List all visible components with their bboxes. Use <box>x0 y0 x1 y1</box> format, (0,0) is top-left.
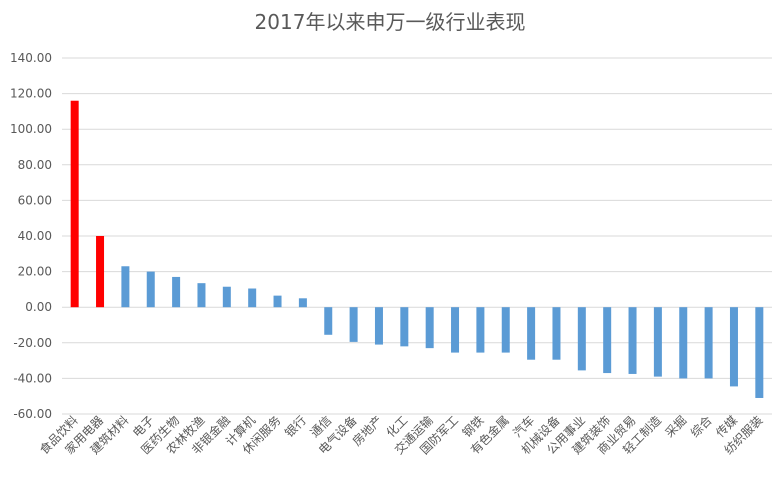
bar-25 <box>679 307 688 379</box>
y-tick-label: 40.00 <box>18 229 52 243</box>
y-axis-ticks: 140.00 120.00 100.00 80.00 60.00 40.00 20.00 0.… <box>10 51 52 421</box>
bar-27 <box>729 307 738 387</box>
bar-18 <box>501 307 510 353</box>
bar-12 <box>349 307 358 342</box>
bar-24 <box>653 307 662 377</box>
y-tick-label: 60.00 <box>18 193 52 207</box>
bar-5 <box>172 276 181 308</box>
bar-4 <box>146 271 155 308</box>
bar-17 <box>476 307 485 353</box>
bar-9 <box>273 295 282 308</box>
x-tick-label: 综合 <box>687 413 715 441</box>
bar-23 <box>628 307 637 374</box>
bar-15 <box>425 307 434 349</box>
bar-14 <box>400 307 409 347</box>
bar-7 <box>222 286 231 308</box>
bar-16 <box>451 307 460 353</box>
gridlines <box>62 57 772 415</box>
y-tick-label: -20.00 <box>13 336 52 350</box>
x-axis-ticks: 食品饮料家用电器建筑材料电子医药生物农林牧渔非银金融计算机休闲服务银行通信电气设… <box>36 413 765 458</box>
bars <box>70 100 764 398</box>
y-tick-label: 120.00 <box>10 87 52 101</box>
y-tick-label: 80.00 <box>18 158 52 172</box>
bar-10 <box>298 298 307 308</box>
y-tick-label: 0.00 <box>25 300 52 314</box>
bar-6 <box>197 283 206 308</box>
bar-3 <box>121 266 130 308</box>
x-tick-label: 银行 <box>282 413 309 440</box>
bar-11 <box>324 307 333 335</box>
bar-28 <box>755 307 764 398</box>
bar-13 <box>374 307 383 345</box>
bar-19 <box>527 307 536 360</box>
bar-21 <box>577 307 586 371</box>
chart-title: 2017年以来申万一级行业表现 <box>254 10 526 34</box>
bar-1 <box>70 100 79 308</box>
bar-8 <box>248 288 257 308</box>
bar-22 <box>603 307 612 374</box>
bar-26 <box>704 307 713 379</box>
y-tick-label: -40.00 <box>13 371 52 385</box>
bar-2 <box>96 236 105 308</box>
y-tick-label: 140.00 <box>10 51 52 65</box>
y-tick-label: -60.00 <box>13 407 52 421</box>
bar-20 <box>552 307 561 360</box>
y-tick-label: 20.00 <box>18 265 52 279</box>
x-tick-label: 采掘 <box>662 413 690 441</box>
y-tick-label: 100.00 <box>10 122 52 136</box>
